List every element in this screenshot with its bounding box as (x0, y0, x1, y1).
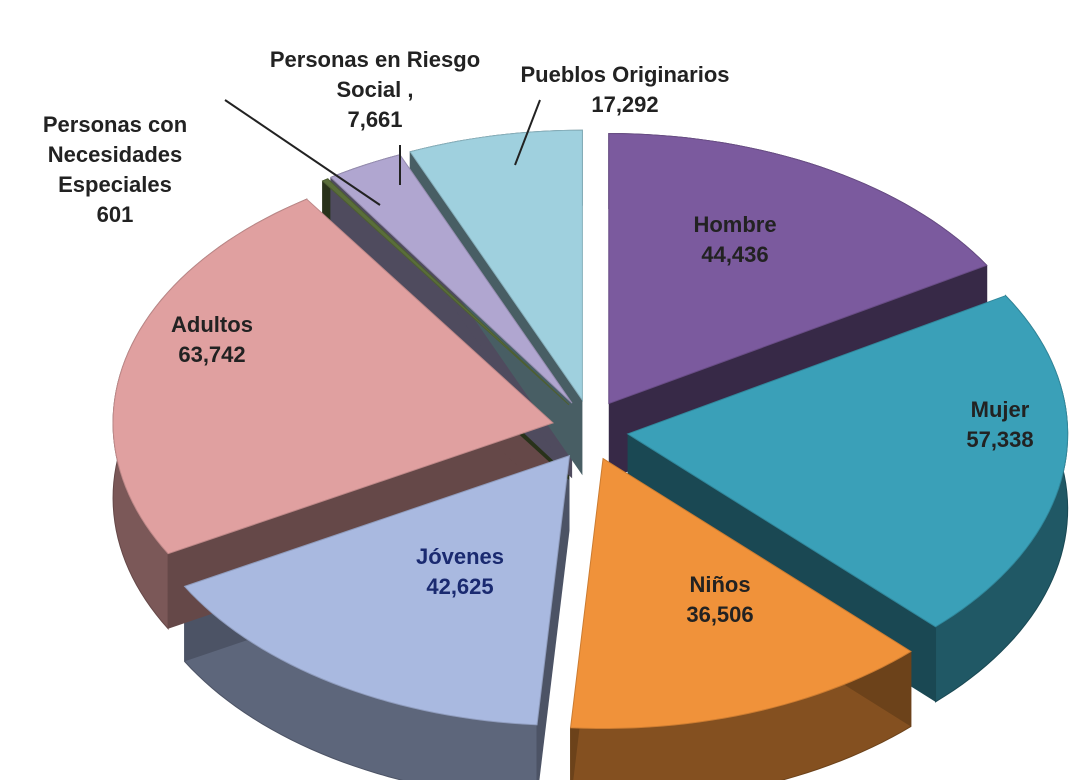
label-text: Personas en Riesgo Social , (269, 47, 481, 102)
slice (569, 457, 912, 730)
label-text: Niños (689, 572, 751, 597)
slice (183, 454, 571, 726)
label-text: 7,661 (347, 107, 403, 132)
slice (112, 198, 555, 555)
slice-label: Niños 36,506 (630, 570, 810, 630)
label-text: Adultos (171, 312, 253, 337)
label-text: 57,338 (966, 427, 1034, 452)
label-text: Pueblos Originarios (520, 62, 730, 87)
label-text: Personas con Necesidades Especiales (42, 112, 188, 197)
label-text: 601 (96, 202, 134, 227)
slice-label: Personas en Riesgo Social , 7,661 (265, 45, 485, 135)
slice-label: Adultos 63,742 (122, 310, 302, 370)
label-text: 36,506 (686, 602, 754, 627)
slice-side (537, 455, 570, 780)
leader-line (224, 99, 381, 206)
slice-label: Personas con Necesidades Especiales 601 (5, 110, 225, 230)
slice (608, 133, 988, 405)
label-text: Hombre (693, 212, 777, 237)
slice-label: Jóvenes 42,625 (370, 542, 550, 602)
label-text: 44,436 (701, 242, 769, 267)
slice-label: Pueblos Originarios 17,292 (515, 60, 735, 120)
slice (409, 129, 583, 402)
label-text: Mujer (970, 397, 1030, 422)
leader-line (514, 99, 541, 166)
slice-label: Hombre 44,436 (645, 210, 825, 270)
slice (329, 154, 573, 404)
label-text: Jóvenes (415, 544, 505, 569)
slice-label: Mujer 57,338 (910, 395, 1081, 455)
label-text: 17,292 (591, 92, 659, 117)
label-text: 42,625 (426, 574, 494, 599)
slice (321, 178, 570, 406)
slice (626, 295, 1069, 628)
label-text: 63,742 (178, 342, 246, 367)
